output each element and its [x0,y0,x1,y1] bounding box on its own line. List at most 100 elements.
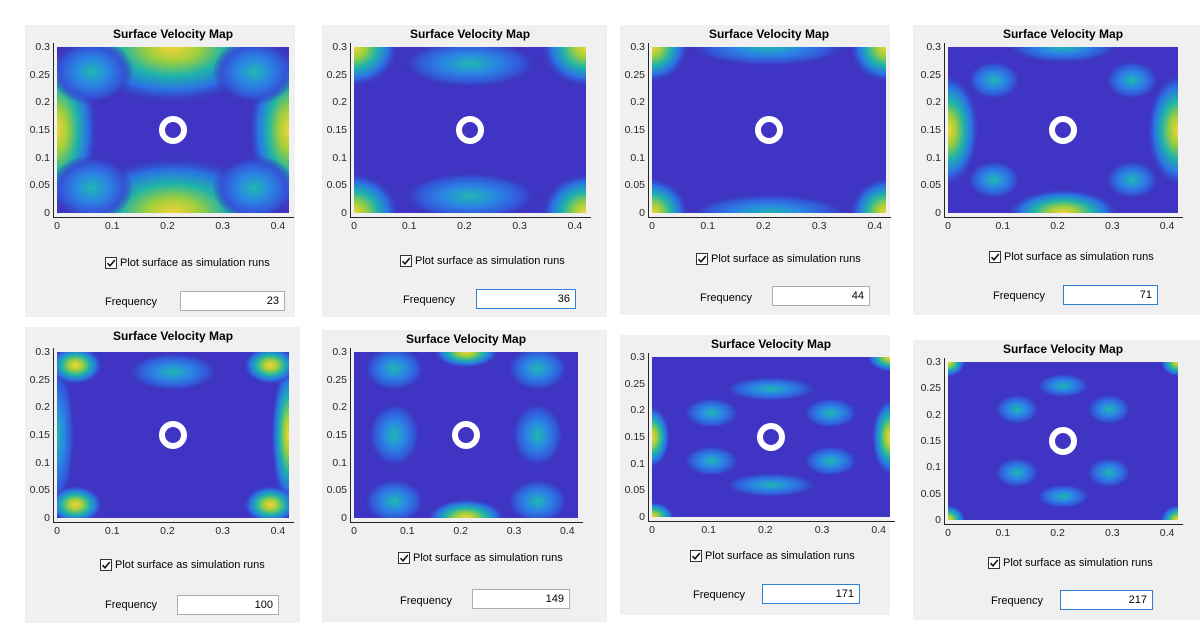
plot-during-run-checkbox-row[interactable]: Plot surface as simulation runs [696,253,861,265]
x-tick-label: 0.2 [756,220,771,232]
x-tick-label: 0.4 [1159,527,1175,539]
frequency-label: Frequency [400,595,452,607]
x-tick-label: 0.4 [270,220,286,232]
frequency-input[interactable]: 100 [177,595,279,615]
y-tick-label: 0.15 [326,124,347,136]
velocity-map-panel: Surface Velocity Map 0 0.05 0.1 0.15 0.2 0.25 0… [620,25,891,315]
frequency-label: Frequency [991,595,1043,607]
y-tick-label: 0.3 [630,41,645,53]
y-tick-label: 0.2 [332,96,347,109]
y-tick-label: 0.15 [624,124,645,136]
frequency-input[interactable]: 149 [472,589,570,609]
plot-during-run-checkbox-row[interactable]: Plot surface as simulation runs [100,559,265,571]
velocity-hotspot [1104,60,1160,101]
velocity-hotspot [652,47,690,84]
y-tick-label: 0.05 [326,179,347,192]
x-tick-label: 0.2 [453,525,468,537]
y-tick-label: 0.05 [29,179,50,192]
velocity-hotspot [1005,47,1121,64]
plot-during-run-checkbox[interactable] [100,559,112,571]
plot-title: Surface Velocity Map [112,329,234,343]
y-tick-label: 0.15 [326,429,347,441]
source-marker [452,421,480,449]
y-tick-label: 0.2 [35,96,50,109]
y-tick-label: 0.25 [326,68,347,81]
y-tick-label: 0.15 [920,124,941,136]
plot-title: Surface Velocity Map [708,27,830,41]
frequency-input[interactable]: 36 [476,289,576,309]
x-tick-label: 0 [945,220,951,232]
velocity-hotspot [354,171,401,213]
velocity-hotspot [801,445,860,477]
plot-during-run-checkbox-row[interactable]: Plot surface as simulation runs [398,552,563,564]
y-tick-label: 0.05 [624,484,645,497]
frequency-input[interactable]: 44 [772,286,870,306]
frequency-input[interactable]: 171 [762,584,860,604]
velocity-hotspot [948,504,967,520]
y-tick-label: 0.2 [630,96,645,109]
x-tick-label: 0.4 [560,525,575,537]
velocity-hotspot [270,360,289,510]
plot-title: Surface Velocity Map [112,27,234,41]
plot-during-run-checkbox-row[interactable]: Plot surface as simulation runs [690,550,855,562]
plot-during-run-checkbox[interactable] [398,552,410,564]
y-tick-label: 0.25 [326,373,347,386]
y-tick-label: 0.3 [630,351,645,363]
y-tick-label: 0.1 [926,461,941,474]
plot-title: Surface Velocity Map [409,27,531,41]
plot-during-run-checkbox[interactable] [105,257,117,269]
velocity-hotspot [57,484,104,518]
plot-title: Surface Velocity Map [1002,27,1124,41]
frequency-label: Frequency [993,290,1045,302]
y-tick-label: 0.3 [35,346,50,358]
frequency-label: Frequency [105,296,157,308]
x-tick-label: 0 [54,220,60,232]
y-tick-label: 0.2 [630,404,645,417]
plot-during-run-checkbox[interactable] [696,253,708,265]
source-marker [159,421,187,449]
plot-during-run-checkbox[interactable] [690,550,702,562]
velocity-hotspot [57,352,104,386]
velocity-hotspot [848,176,886,213]
plot-during-run-checkbox[interactable] [989,251,1001,263]
y-tick-label: 0.25 [29,68,50,81]
frequency-input[interactable]: 71 [1063,285,1158,305]
frequency-label: Frequency [403,294,455,306]
source-marker [1049,427,1077,455]
plot-during-run-checkbox-row[interactable]: Plot surface as simulation runs [400,255,565,267]
frequency-input[interactable]: 23 [180,291,285,311]
x-tick-label: 0.4 [270,525,286,537]
velocity-hotspot [723,472,819,498]
plot-during-run-checkbox[interactable] [988,557,1000,569]
y-tick-label: 0.25 [624,68,645,81]
surface-velocity-heatmap [57,47,289,213]
surface-velocity-heatmap [948,47,1178,213]
y-tick-label: 0.3 [332,346,347,358]
velocity-hotspot [1035,483,1091,509]
x-tick-label: 0.3 [506,525,522,537]
checkmark-icon [989,559,999,568]
frequency-input[interactable]: 217 [1060,590,1153,610]
checkbox-label: Plot surface as simulation runs [115,559,265,571]
velocity-hotspot [1086,456,1132,489]
velocity-hotspot [367,401,422,469]
y-tick-label: 0.15 [29,124,50,136]
plot-during-run-checkbox-row[interactable]: Plot surface as simulation runs [989,251,1154,263]
velocity-hotspot [506,352,570,392]
x-tick-label: 0.1 [104,220,120,232]
x-tick-label: 0 [945,527,951,539]
y-tick-label: 0 [44,512,50,524]
velocity-hotspot [57,47,134,106]
velocity-hotspot [966,60,1022,101]
y-tick-label: 0.1 [332,151,347,164]
x-tick-label: 0 [54,525,60,537]
velocity-hotspot [242,484,289,518]
plot-during-run-checkbox-row[interactable]: Plot surface as simulation runs [105,257,270,269]
frequency-label: Frequency [105,599,157,611]
plot-during-run-checkbox[interactable] [400,255,412,267]
velocity-hotspot [994,393,1040,426]
plot-during-run-checkbox-row[interactable]: Plot surface as simulation runs [988,557,1153,569]
velocity-hotspot [687,47,851,67]
checkmark-icon [990,253,1000,262]
checkbox-label: Plot surface as simulation runs [1003,557,1153,569]
